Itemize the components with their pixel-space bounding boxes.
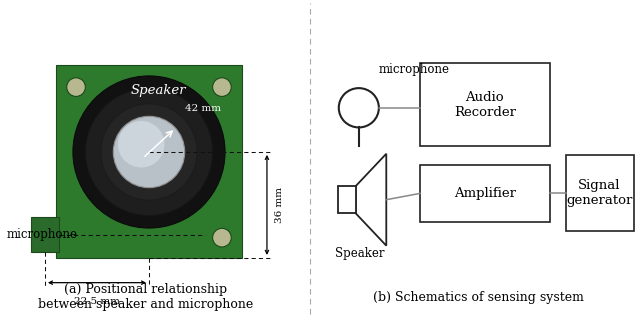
Circle shape xyxy=(85,88,212,216)
Text: 42 mm: 42 mm xyxy=(185,104,221,113)
Circle shape xyxy=(212,78,231,96)
Circle shape xyxy=(113,116,185,188)
Text: 22.5 mm: 22.5 mm xyxy=(74,297,120,306)
Text: Speaker: Speaker xyxy=(335,247,384,260)
Bar xyxy=(420,165,550,222)
Text: microphone: microphone xyxy=(6,228,77,241)
Bar xyxy=(420,63,550,146)
Text: Audio
Recorder: Audio Recorder xyxy=(454,91,516,119)
Text: microphone: microphone xyxy=(378,62,449,76)
Circle shape xyxy=(212,228,231,247)
Circle shape xyxy=(67,78,85,96)
Bar xyxy=(338,186,356,213)
Text: (b) Schematics of sensing system: (b) Schematics of sensing system xyxy=(373,291,584,304)
Circle shape xyxy=(118,121,164,167)
Text: Signal
generator: Signal generator xyxy=(566,179,633,207)
Circle shape xyxy=(73,76,225,228)
Bar xyxy=(31,217,59,252)
Polygon shape xyxy=(356,154,387,246)
Circle shape xyxy=(339,88,379,127)
Bar xyxy=(566,155,634,231)
Bar xyxy=(56,65,242,258)
Text: 36 mm: 36 mm xyxy=(275,187,284,223)
Circle shape xyxy=(101,104,197,200)
Text: (a) Positional relationship
between speaker and microphone: (a) Positional relationship between spea… xyxy=(38,282,253,311)
Text: Speaker: Speaker xyxy=(131,84,186,97)
Text: Amplifier: Amplifier xyxy=(454,187,516,200)
